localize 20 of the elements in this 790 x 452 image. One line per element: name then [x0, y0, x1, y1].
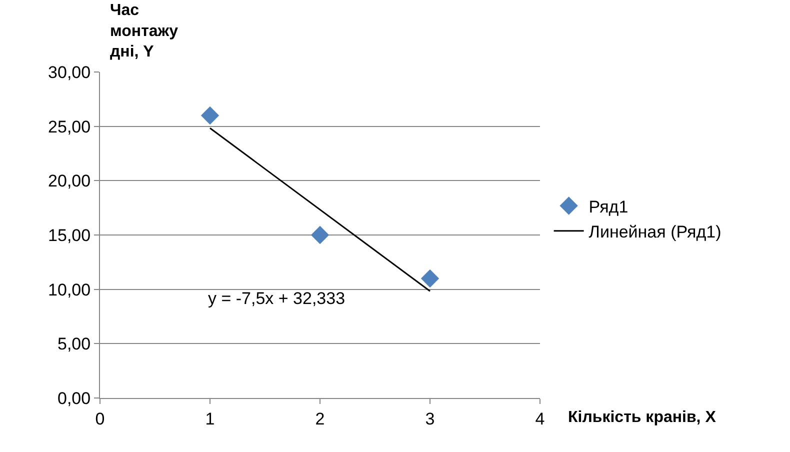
y-tick-label: 25,00 — [48, 117, 91, 136]
y-axis-title: Час монтажу дні, Y — [110, 2, 178, 61]
x-axis-title: Кількість кранів, X — [568, 409, 716, 426]
legend-label: Линейная (Ряд1) — [588, 222, 722, 242]
y-tick-label: 30,00 — [48, 62, 91, 82]
y-tick-label: 0,00 — [58, 388, 91, 408]
x-tick-label: 0 — [95, 409, 105, 428]
x-tick-label: 3 — [425, 409, 435, 428]
annotation: y = -7,5x + 32,333 — [208, 289, 346, 308]
point — [420, 269, 440, 288]
x-tick-label: 1 — [205, 409, 215, 428]
y-tick-label: 10,00 — [48, 280, 91, 300]
point — [310, 226, 330, 244]
legend-label: Ряд1 — [588, 197, 628, 216]
y-tick-label: 20,00 — [48, 172, 91, 191]
point — [200, 106, 220, 125]
x-tick-label: 4 — [535, 409, 545, 428]
y-tick-label: 5,00 — [58, 334, 91, 354]
y-tick-label: 15,00 — [48, 226, 91, 245]
x-tick-label: 2 — [315, 409, 325, 428]
